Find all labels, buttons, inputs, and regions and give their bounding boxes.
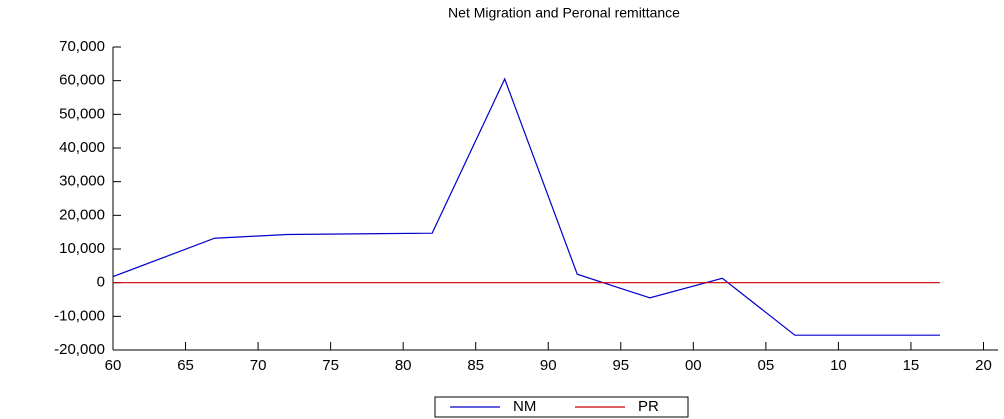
legend-label: NM bbox=[513, 398, 536, 415]
x-tick-label: 80 bbox=[395, 357, 412, 374]
x-tick-label: 60 bbox=[105, 357, 122, 374]
y-tick-label: -20,000 bbox=[54, 341, 105, 358]
x-tick-label: 85 bbox=[467, 357, 484, 374]
y-tick-label: 70,000 bbox=[59, 38, 105, 55]
legend-label: PR bbox=[638, 398, 659, 415]
x-tick-label: 20 bbox=[975, 357, 992, 374]
x-tick-label: 95 bbox=[612, 357, 629, 374]
y-tick-label: -10,000 bbox=[54, 307, 105, 324]
x-tick-label: 10 bbox=[830, 357, 847, 374]
y-tick-label: 40,000 bbox=[59, 139, 105, 156]
y-tick-label: 20,000 bbox=[59, 206, 105, 223]
x-tick-label: 15 bbox=[903, 357, 920, 374]
y-tick-label: 30,000 bbox=[59, 173, 105, 190]
x-tick-label: 90 bbox=[540, 357, 557, 374]
legend-box bbox=[434, 396, 689, 418]
x-tick-label: 05 bbox=[758, 357, 775, 374]
y-tick-label: 60,000 bbox=[59, 72, 105, 89]
x-tick-label: 75 bbox=[322, 357, 339, 374]
x-tick-label: 70 bbox=[250, 357, 267, 374]
y-tick-label: 0 bbox=[97, 274, 105, 291]
y-tick-label: 50,000 bbox=[59, 105, 105, 122]
chart-title: Net Migration and Peronal remittance bbox=[448, 5, 680, 21]
x-tick-label: 65 bbox=[177, 357, 194, 374]
y-tick-label: 10,000 bbox=[59, 240, 105, 257]
line-series bbox=[112, 77, 940, 336]
x-tick-label: 00 bbox=[685, 357, 702, 374]
